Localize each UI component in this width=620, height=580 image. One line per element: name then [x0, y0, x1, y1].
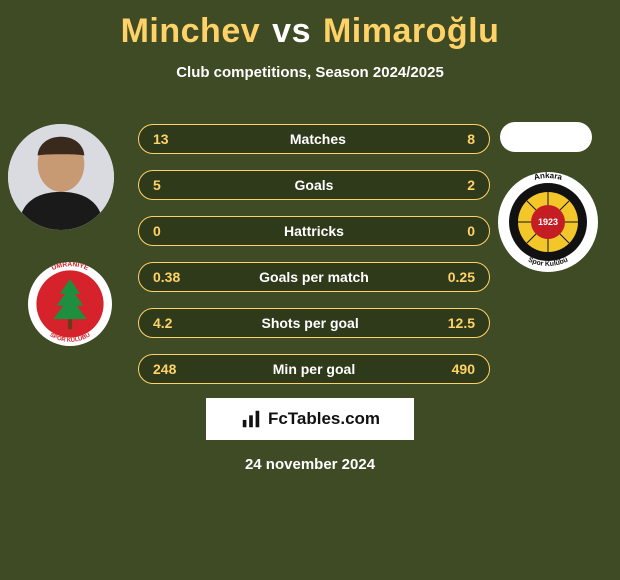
player-right-avatar-placeholder	[500, 122, 592, 152]
bars-icon	[240, 408, 262, 430]
comparison-card: Minchev vs Mimaroğlu Club competitions, Sea…	[0, 0, 620, 580]
stat-row: 4.2Shots per goal12.5	[138, 308, 490, 338]
brand-badge: FcTables.com	[206, 398, 414, 440]
player-left-name: Minchev	[121, 12, 261, 50]
stat-label: Goals per match	[194, 269, 434, 285]
club-crest-icon: ÜMRANİYESPOR KULÜBÜ	[28, 262, 112, 346]
stat-row: 5Goals2	[138, 170, 490, 200]
player-right-name: Mimaroğlu	[323, 12, 499, 50]
svg-text:1923: 1923	[538, 217, 558, 227]
stat-row: 248Min per goal490	[138, 354, 490, 384]
stat-left-value: 0.38	[139, 269, 194, 285]
date-label: 24 november 2024	[0, 456, 620, 473]
stat-left-value: 4.2	[139, 315, 186, 331]
stat-label: Shots per goal	[186, 315, 433, 331]
stat-label: Min per goal	[190, 361, 437, 377]
stat-right-value: 0	[453, 223, 489, 239]
player-right-club-crest: 1923AnkaraSpor Kulübü	[498, 172, 598, 272]
club-crest-icon: 1923AnkaraSpor Kulübü	[498, 172, 598, 272]
stat-label: Goals	[175, 177, 453, 193]
subtitle: Club competitions, Season 2024/2025	[0, 64, 620, 81]
stat-right-value: 8	[453, 131, 489, 147]
stat-label: Matches	[183, 131, 454, 147]
stat-right-value: 490	[438, 361, 489, 377]
player-left-avatar	[8, 124, 114, 230]
vs-label: vs	[272, 12, 311, 50]
comparison-title: Minchev vs Mimaroğlu	[0, 12, 620, 51]
player-left-club-crest: ÜMRANİYESPOR KULÜBÜ	[28, 262, 112, 346]
stat-right-value: 0.25	[434, 269, 489, 285]
stat-left-value: 5	[139, 177, 175, 193]
stat-label: Hattricks	[175, 223, 453, 239]
stat-left-value: 0	[139, 223, 175, 239]
stat-left-value: 13	[139, 131, 183, 147]
brand-text: FcTables.com	[268, 409, 380, 429]
avatar-icon	[8, 124, 114, 230]
stat-row: 0.38Goals per match0.25	[138, 262, 490, 292]
stat-right-value: 12.5	[434, 315, 489, 331]
stat-row: 0Hattricks0	[138, 216, 490, 246]
stat-right-value: 2	[453, 177, 489, 193]
stat-row: 13Matches8	[138, 124, 490, 154]
stat-left-value: 248	[139, 361, 190, 377]
